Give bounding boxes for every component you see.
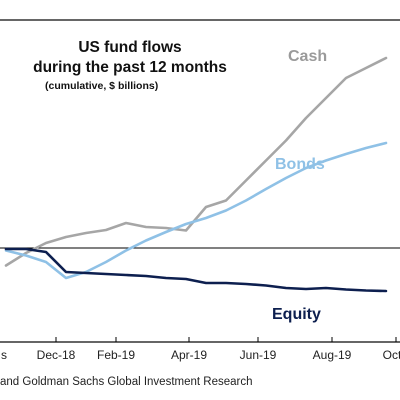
- x-tick-label: Feb-19: [96, 348, 136, 362]
- chart-title-line1: US fund flows: [78, 39, 182, 56]
- x-tick-label: s: [1, 348, 7, 362]
- series-label-bonds: Bonds: [275, 156, 325, 173]
- plot-frame: [0, 19, 400, 343]
- chart-subtitle: (cumulative, $ billions): [45, 80, 159, 92]
- source-note: and Goldman Sachs Global Investment Rese…: [0, 376, 253, 388]
- x-tick-label: Apr-19: [170, 348, 208, 362]
- series-label-cash: Cash: [288, 48, 328, 65]
- x-tick-label: Oct: [382, 348, 400, 362]
- x-tick-label: Jun-19: [239, 348, 277, 362]
- x-tick-label: Dec-18: [36, 348, 76, 362]
- x-tick-label: Aug-19: [312, 348, 352, 362]
- chart-title-line2: during the past 12 months: [33, 59, 227, 76]
- series-label-equity: Equity: [272, 306, 321, 323]
- series-line-cash: [4, 56, 388, 267]
- series-line-bonds: [4, 141, 388, 280]
- series-line-equity: [4, 247, 388, 293]
